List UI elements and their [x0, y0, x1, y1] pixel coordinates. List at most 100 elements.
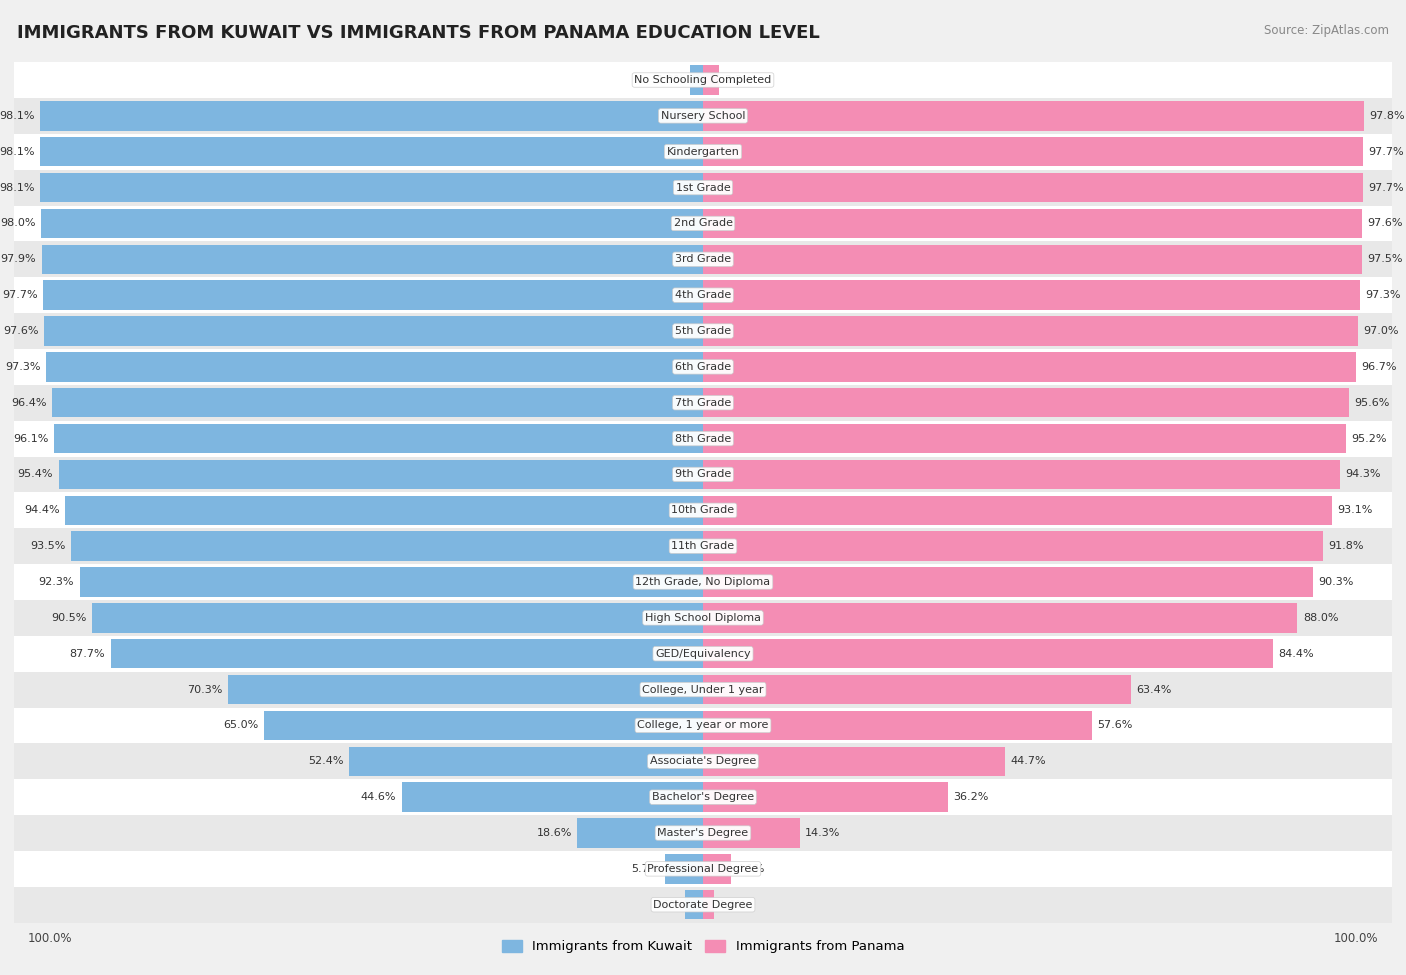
Text: 1.6%: 1.6% [720, 900, 748, 910]
Bar [14, 708, 1392, 743]
Text: 91.8%: 91.8% [1329, 541, 1364, 551]
Bar [66, 495, 703, 525]
Bar [703, 854, 731, 883]
Text: Kindergarten: Kindergarten [666, 146, 740, 157]
Text: 98.1%: 98.1% [0, 146, 35, 157]
Bar [14, 385, 1392, 420]
Bar [703, 245, 1361, 274]
Text: 2.6%: 2.6% [651, 900, 681, 910]
Text: 87.7%: 87.7% [70, 648, 105, 659]
Text: 10th Grade: 10th Grade [672, 505, 734, 516]
Text: 97.0%: 97.0% [1364, 326, 1399, 336]
Bar [14, 887, 1392, 922]
Text: 3rd Grade: 3rd Grade [675, 254, 731, 264]
Text: 12th Grade, No Diploma: 12th Grade, No Diploma [636, 577, 770, 587]
Bar [703, 388, 1348, 417]
Text: Bachelor's Degree: Bachelor's Degree [652, 792, 754, 802]
Text: Doctorate Degree: Doctorate Degree [654, 900, 752, 910]
Bar [703, 460, 1340, 489]
Text: College, Under 1 year: College, Under 1 year [643, 684, 763, 694]
Text: 95.2%: 95.2% [1351, 434, 1386, 444]
Bar [264, 711, 703, 740]
Bar [14, 528, 1392, 565]
Text: 8th Grade: 8th Grade [675, 434, 731, 444]
Text: 52.4%: 52.4% [308, 757, 343, 766]
Text: 70.3%: 70.3% [187, 684, 222, 694]
Bar [703, 137, 1362, 167]
Bar [14, 636, 1392, 672]
Text: 2nd Grade: 2nd Grade [673, 218, 733, 228]
Bar [703, 567, 1313, 597]
Bar [14, 851, 1392, 887]
Bar [703, 783, 948, 812]
Text: 93.5%: 93.5% [31, 541, 66, 551]
Text: College, 1 year or more: College, 1 year or more [637, 721, 769, 730]
Text: 97.6%: 97.6% [3, 326, 38, 336]
Text: 97.8%: 97.8% [1369, 111, 1405, 121]
Text: 18.6%: 18.6% [537, 828, 572, 838]
Bar [14, 565, 1392, 600]
Text: 98.1%: 98.1% [0, 111, 35, 121]
Bar [14, 206, 1392, 242]
Bar [14, 743, 1392, 779]
Bar [14, 98, 1392, 134]
Text: 1.9%: 1.9% [657, 75, 685, 85]
Bar [703, 173, 1362, 202]
Bar [14, 349, 1392, 385]
Text: 98.1%: 98.1% [0, 182, 35, 193]
Text: 9th Grade: 9th Grade [675, 469, 731, 480]
Text: Nursery School: Nursery School [661, 111, 745, 121]
Bar [703, 101, 1364, 131]
Bar [44, 316, 703, 346]
Bar [14, 134, 1392, 170]
Text: 44.7%: 44.7% [1011, 757, 1046, 766]
Bar [665, 854, 703, 883]
Bar [14, 277, 1392, 313]
Bar [228, 675, 703, 704]
Bar [703, 711, 1092, 740]
Text: 97.9%: 97.9% [1, 254, 37, 264]
Bar [14, 313, 1392, 349]
Text: 44.6%: 44.6% [361, 792, 396, 802]
Text: 1st Grade: 1st Grade [676, 182, 730, 193]
Bar [578, 818, 703, 847]
Bar [14, 815, 1392, 851]
Bar [703, 890, 714, 919]
Text: 96.4%: 96.4% [11, 398, 46, 408]
Text: 57.6%: 57.6% [1098, 721, 1133, 730]
Text: Source: ZipAtlas.com: Source: ZipAtlas.com [1264, 24, 1389, 37]
Bar [703, 65, 718, 95]
Bar [703, 209, 1362, 238]
Text: 7th Grade: 7th Grade [675, 398, 731, 408]
Text: 97.3%: 97.3% [1365, 291, 1402, 300]
Bar [42, 245, 703, 274]
Text: 6th Grade: 6th Grade [675, 362, 731, 371]
Bar [41, 173, 703, 202]
Bar [111, 639, 703, 669]
Text: 97.7%: 97.7% [1, 291, 38, 300]
Bar [80, 567, 703, 597]
Text: 2.3%: 2.3% [724, 75, 752, 85]
Bar [59, 460, 703, 489]
Text: 97.7%: 97.7% [1368, 182, 1405, 193]
Bar [703, 316, 1358, 346]
Bar [14, 62, 1392, 98]
Bar [14, 492, 1392, 528]
Bar [703, 531, 1323, 561]
Text: 97.7%: 97.7% [1368, 146, 1405, 157]
Bar [703, 747, 1005, 776]
Bar [53, 424, 703, 453]
Text: 36.2%: 36.2% [953, 792, 988, 802]
Bar [703, 675, 1132, 704]
Text: 97.6%: 97.6% [1368, 218, 1403, 228]
Text: Master's Degree: Master's Degree [658, 828, 748, 838]
Bar [703, 352, 1357, 381]
Bar [41, 137, 703, 167]
Bar [14, 170, 1392, 206]
Text: 11th Grade: 11th Grade [672, 541, 734, 551]
Text: No Schooling Completed: No Schooling Completed [634, 75, 772, 85]
Text: IMMIGRANTS FROM KUWAIT VS IMMIGRANTS FROM PANAMA EDUCATION LEVEL: IMMIGRANTS FROM KUWAIT VS IMMIGRANTS FRO… [17, 24, 820, 42]
Text: Associate's Degree: Associate's Degree [650, 757, 756, 766]
Text: 90.3%: 90.3% [1319, 577, 1354, 587]
Bar [703, 818, 800, 847]
